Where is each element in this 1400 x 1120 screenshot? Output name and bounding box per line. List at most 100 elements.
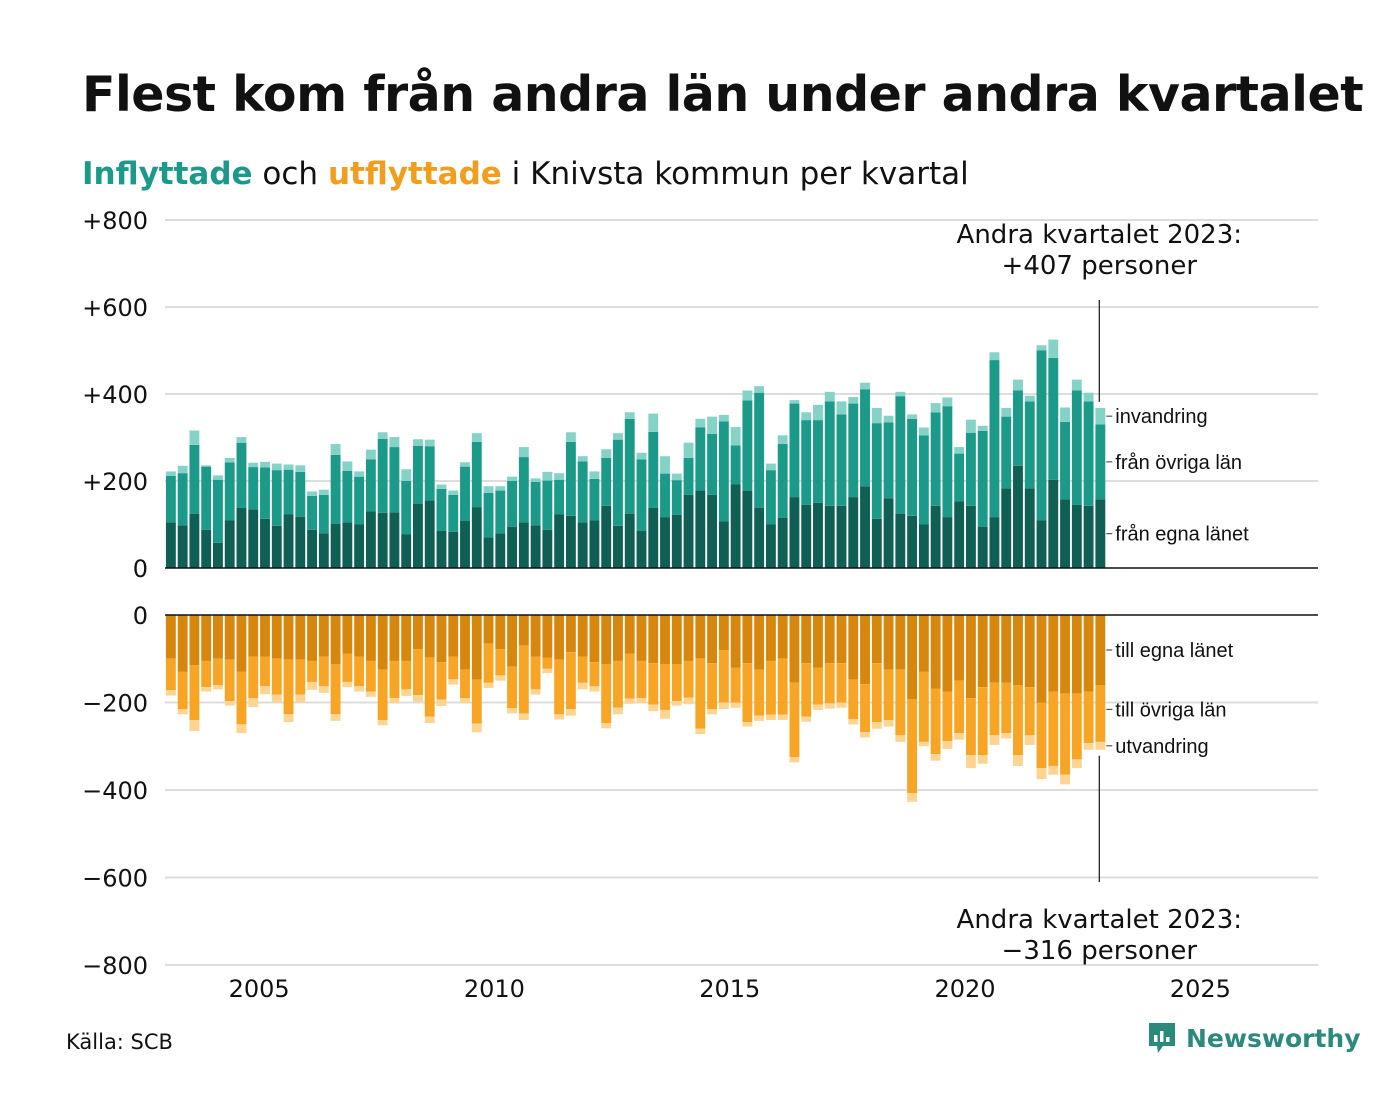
- inflow-bar: [895, 396, 906, 514]
- inflow-bar: [601, 457, 612, 506]
- outflow-bar: [577, 682, 588, 690]
- inflow-bar: [624, 412, 635, 419]
- outflow-bar: [1024, 687, 1035, 736]
- inflow-bar: [448, 490, 459, 495]
- inflow-bar: [165, 522, 176, 568]
- outflow-bar: [765, 615, 776, 661]
- outflow-bar: [918, 615, 929, 672]
- outflow-bar: [918, 741, 929, 747]
- inflow-bar: [377, 432, 388, 439]
- inflow-bar: [377, 438, 388, 513]
- outflow-bar: [436, 615, 447, 663]
- inflow-bar: [236, 442, 247, 508]
- outflow-bar: [624, 698, 635, 704]
- inflow-bar: [695, 490, 706, 568]
- outflow-bar: [365, 615, 376, 661]
- outflow-bar: [813, 667, 823, 705]
- outflow-bar: [648, 663, 659, 705]
- inflow-bar: [460, 462, 470, 467]
- outflow-bar: [448, 656, 459, 680]
- inflow-bar: [530, 525, 541, 568]
- outflow-bar: [460, 698, 470, 704]
- inflow-bar: [165, 475, 176, 523]
- outflow-bar: [318, 686, 329, 693]
- outflow-bar: [860, 732, 870, 738]
- outflow-bar: [883, 669, 894, 720]
- inflow-bar: [401, 534, 412, 568]
- inflow-bar: [271, 463, 282, 471]
- inflow-bar: [377, 512, 388, 568]
- outflow-bar: [177, 615, 188, 672]
- inflow-bar: [765, 524, 776, 568]
- outflow-bar: [930, 615, 941, 689]
- outflow-bar: [530, 689, 541, 695]
- inflow-bar: [848, 397, 859, 404]
- inflow-bar: [1013, 465, 1023, 568]
- outflow-bar: [224, 615, 235, 660]
- inflow-bar: [777, 435, 788, 445]
- outflow-bar: [283, 615, 294, 660]
- inflow-bar: [730, 445, 741, 485]
- outflow-bar: [871, 722, 882, 729]
- outflow-bar: [777, 615, 788, 659]
- inflow-bar: [389, 447, 400, 513]
- inflow-bar: [589, 520, 600, 568]
- legend-label-top: från övriga län: [1115, 452, 1242, 474]
- inflow-bar: [448, 531, 459, 568]
- outflow-bar: [1001, 733, 1012, 739]
- inflow-bar: [860, 389, 870, 487]
- inflow-bar: [671, 473, 682, 481]
- outflow-bar: [848, 719, 859, 725]
- outflow-bar: [942, 615, 953, 692]
- outflow-bar: [1048, 765, 1059, 775]
- outflow-bar: [330, 615, 341, 664]
- inflow-bar: [542, 471, 553, 481]
- inflow-bar: [718, 414, 729, 422]
- outflow-bar: [777, 658, 788, 715]
- inflow-bar: [1048, 479, 1059, 568]
- outflow-bar: [707, 663, 718, 710]
- inflow-bar: [354, 524, 365, 568]
- outflow-bar: [1095, 685, 1106, 742]
- outflow-bar: [742, 615, 753, 664]
- inflow-bar: [918, 427, 929, 436]
- inflow-bar: [424, 439, 435, 447]
- inflow-bar: [707, 434, 718, 495]
- inflow-bar: [413, 439, 423, 446]
- outflow-bar: [495, 675, 506, 681]
- outflow-bar: [1036, 768, 1047, 780]
- outflow-bar: [413, 695, 423, 702]
- inflow-bar: [507, 476, 518, 481]
- outflow-bar: [954, 615, 965, 681]
- outflow-bar: [601, 664, 612, 724]
- inflow-bar: [942, 517, 953, 568]
- outflow-bar: [518, 645, 529, 714]
- annotation-bottom-line1: Andra kvartalet 2023:: [957, 905, 1242, 935]
- outflow-bar: [765, 714, 776, 720]
- inflow-bar: [389, 512, 400, 568]
- outflow-bar: [883, 615, 894, 670]
- inflow-bar: [518, 522, 529, 568]
- y-tick-label-bottom: −200: [82, 690, 148, 718]
- outflow-bar: [460, 669, 470, 699]
- inflow-bar: [695, 427, 706, 491]
- inflow-bar: [954, 453, 965, 502]
- inflow-bar: [824, 401, 835, 506]
- legend-label-bottom: till övriga län: [1115, 699, 1226, 721]
- inflow-bar: [1024, 401, 1035, 489]
- outflow-bar: [542, 615, 553, 658]
- outflow-bar: [424, 716, 435, 724]
- outflow-bar: [624, 615, 635, 654]
- inflow-bar: [224, 457, 235, 463]
- inflow-bar: [436, 484, 447, 489]
- outflow-bar: [389, 660, 400, 699]
- inflow-bar: [201, 466, 212, 530]
- inflow-bar: [1013, 390, 1023, 466]
- inflow-bar: [424, 446, 435, 501]
- outflow-bar: [1048, 691, 1059, 766]
- outflow-bar: [730, 615, 741, 668]
- inflow-bar: [930, 412, 941, 506]
- outflow-bar: [554, 659, 565, 715]
- inflow-bar: [518, 457, 529, 523]
